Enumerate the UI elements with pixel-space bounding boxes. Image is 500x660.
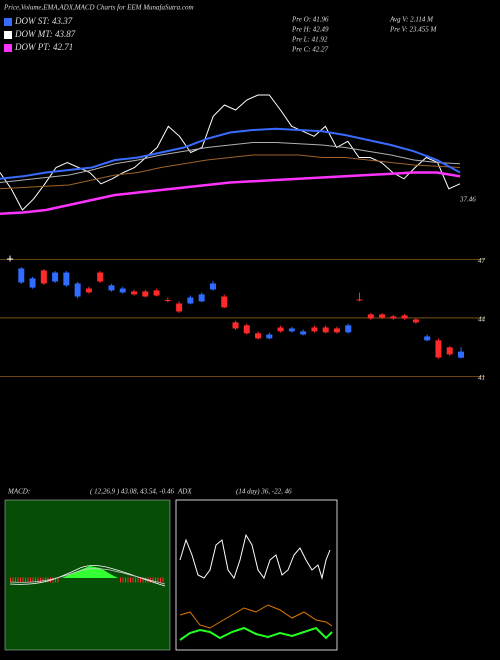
candle-body: [119, 288, 126, 293]
candle-body: [458, 351, 464, 358]
stat: Pre V: 23.455 M: [389, 26, 437, 34]
stat: Pre O: 41.96: [291, 16, 329, 24]
legend-swatch: [4, 31, 12, 39]
candle-body: [40, 270, 47, 284]
candle-body: [424, 336, 431, 341]
ema-line: [0, 171, 461, 216]
candle-body: [52, 272, 59, 282]
candle-body: [63, 272, 70, 286]
legend-swatch: [4, 18, 12, 26]
stat: Pre H: 42.49: [291, 26, 329, 34]
stat: Pre L: 41.92: [291, 36, 328, 44]
ema-line: [0, 127, 461, 180]
candle-body: [322, 327, 329, 333]
candle-body: [7, 258, 13, 260]
candle-body: [85, 288, 92, 293]
candle-body: [187, 297, 194, 304]
candle-body: [311, 327, 318, 332]
candle-body: [176, 303, 183, 312]
level-label: 47: [478, 257, 486, 265]
adx-params: (14 day) 36, -22, 46: [236, 488, 292, 496]
candle-body: [390, 316, 397, 319]
di-plus-line: [179, 626, 333, 641]
macd-pos-bars: [62, 566, 118, 578]
candle-body: [379, 314, 386, 318]
di-minus-line: [179, 604, 333, 629]
adx-line: [179, 533, 331, 580]
candle-body: [232, 322, 239, 329]
candle-body: [97, 272, 104, 282]
candle-body: [435, 340, 442, 358]
adx-panel: [175, 499, 338, 651]
candle-body: [300, 331, 307, 335]
candle-body: [18, 268, 25, 283]
candle-body: [108, 285, 115, 291]
ema-panel: 37.46: [0, 94, 476, 216]
page-title: Price,Volume,EMA,ADX,MACD Charts for EEM…: [3, 4, 194, 12]
candle-body: [164, 300, 171, 301]
legend: DOW ST: 43.37 DOW MT: 43.87 DOW PT: 42.71: [4, 16, 76, 52]
legend-label: DOW ST: 43.37: [14, 16, 73, 26]
macd-label: MACD:: [7, 488, 30, 496]
adx-label: ADX: [177, 488, 192, 496]
candle-body: [221, 296, 228, 308]
macd-histogram: [10, 566, 165, 583]
candle-body: [29, 278, 36, 288]
candle-body: [277, 327, 284, 332]
ema-line: [0, 94, 461, 211]
candle-body: [74, 283, 81, 297]
macd-params: ( 12,26,9 ) 43.08, 43.54, -0.46: [90, 488, 174, 496]
level-label: 44: [478, 316, 486, 324]
candle-body: [266, 334, 273, 339]
candle-body: [401, 315, 408, 319]
candle-body: [367, 314, 374, 319]
candle-body: [356, 299, 363, 301]
candle-body: [142, 291, 149, 297]
legend-label: DOW PT: 42.71: [14, 42, 73, 52]
candle-body: [345, 325, 352, 333]
stat: Pre C: 42.27: [291, 46, 329, 54]
legend-swatch: [4, 44, 12, 52]
legend-label: DOW MT: 43.87: [14, 29, 76, 39]
candle-body: [198, 294, 205, 302]
ema-line: [0, 154, 461, 190]
candle-body: [131, 291, 138, 295]
price-panel: 47 44 41: [0, 255, 486, 382]
signal-line: [9, 568, 166, 585]
candle-body: [412, 319, 419, 323]
candle-body: [243, 325, 250, 334]
candle-body: [153, 290, 160, 296]
stat: Avg V: 2.114 M: [389, 16, 434, 24]
candle-body: [333, 328, 340, 333]
ema-line: [0, 142, 461, 183]
candle-body: [209, 283, 216, 290]
candle-body: [288, 328, 295, 332]
stats: Pre O: 41.96 Pre H: 42.49 Pre L: 41.92 Pre …: [291, 16, 437, 54]
end-label: 37.46: [459, 196, 476, 204]
level-label: 41: [478, 374, 485, 382]
candle-body: [255, 333, 262, 339]
candle-body: [446, 347, 453, 355]
